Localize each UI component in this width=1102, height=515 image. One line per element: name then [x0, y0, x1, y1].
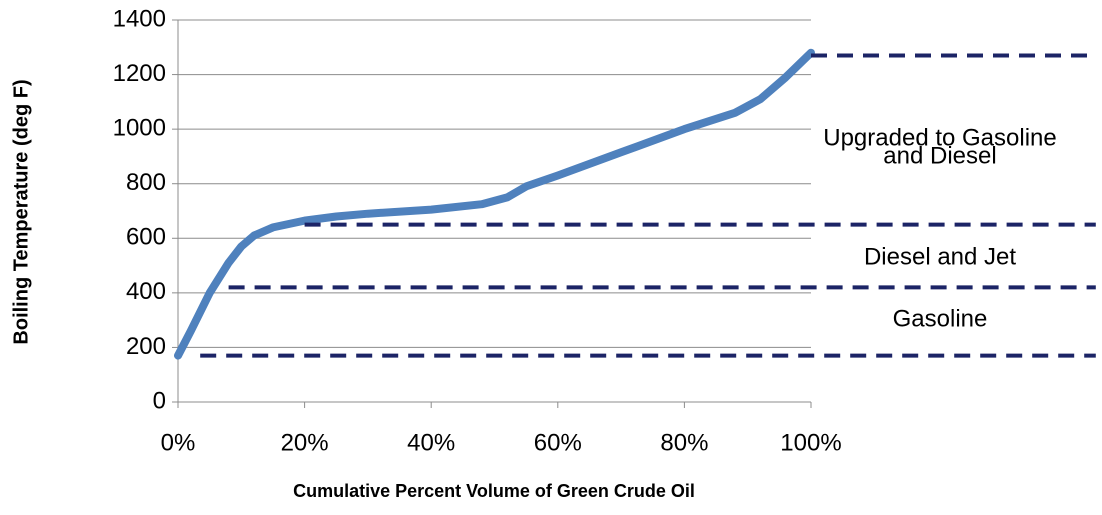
y-tick-label: 1000 [113, 114, 166, 141]
x-tick-label: 0% [161, 429, 196, 456]
y-tick-label: 400 [126, 278, 166, 305]
y-tick-label: 600 [126, 224, 166, 251]
x-tick-label: 20% [281, 429, 329, 456]
y-tick-label: 1200 [113, 60, 166, 87]
data-line [174, 48, 815, 360]
y-tick-label: 800 [126, 169, 166, 196]
x-tick-label: 40% [407, 429, 455, 456]
y-tick-label: 200 [126, 333, 166, 360]
y-axis-title: Boiling Temperature (deg F) [10, 79, 32, 344]
annotation: Gasoline [893, 305, 988, 332]
x-tick-label: 80% [660, 429, 708, 456]
annotation: and Diesel [883, 142, 996, 169]
annotation: Upgraded to Gasoline [823, 124, 1056, 151]
x-axis-title: Cumulative Percent Volume of Green Crude… [293, 481, 695, 501]
x-tick-label: 60% [534, 429, 582, 456]
annotation: Diesel and Jet [864, 243, 1016, 270]
x-tick-label: 100% [780, 429, 841, 456]
y-tick-label: 0 [153, 387, 166, 414]
y-tick-label: 1400 [113, 5, 166, 32]
